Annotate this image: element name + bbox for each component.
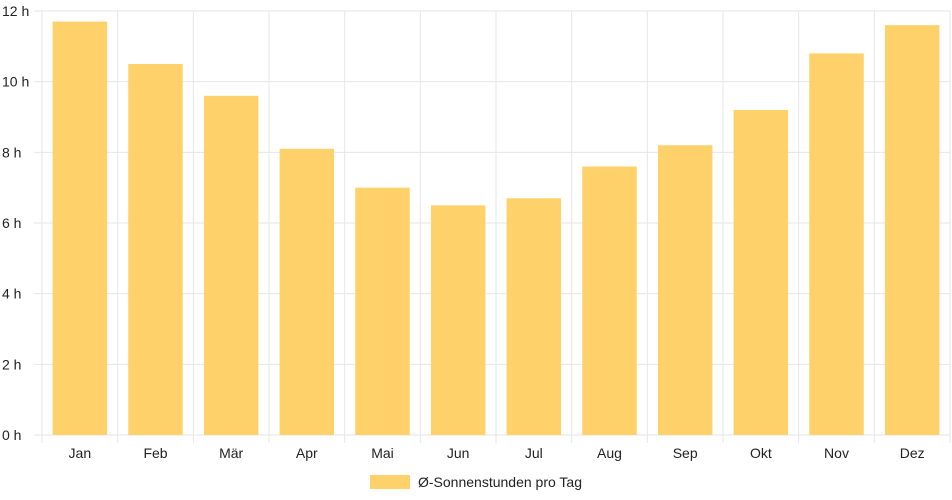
bar-apr — [279, 148, 335, 436]
x-tick-label: Feb — [143, 445, 167, 461]
x-tick-label: Dez — [900, 445, 925, 461]
bar-sep — [657, 145, 713, 435]
x-tick-label: Jul — [525, 445, 543, 461]
y-tick-label: 6 h — [2, 215, 21, 231]
y-tick-label: 0 h — [2, 427, 21, 443]
bar-okt — [733, 109, 789, 435]
bar-dez — [884, 25, 940, 436]
x-tick-label: Mai — [371, 445, 394, 461]
bar-jan — [52, 21, 108, 435]
x-tick-label: Okt — [750, 445, 772, 461]
y-tick-label: 10 h — [2, 74, 29, 90]
bar-feb — [128, 64, 183, 435]
y-tick-label: 12 h — [2, 3, 29, 19]
bar-jul — [506, 198, 562, 435]
x-tick-label: Jun — [447, 445, 470, 461]
x-tick-label: Jan — [69, 445, 92, 461]
bar-nov — [809, 53, 864, 436]
bar-jun — [430, 205, 486, 435]
x-tick-label: Sep — [673, 445, 698, 461]
x-tick-label: Apr — [296, 445, 318, 461]
legend-label: Ø-Sonnenstunden pro Tag — [418, 474, 582, 490]
y-tick-label: 4 h — [2, 286, 21, 302]
bar-aug — [582, 166, 637, 435]
bar-mai — [355, 187, 410, 435]
bar-mär — [203, 95, 259, 436]
x-tick-label: Mär — [219, 445, 243, 461]
y-tick-label: 8 h — [2, 144, 21, 160]
legend-swatch — [370, 475, 411, 489]
y-tick-label: 2 h — [2, 356, 21, 372]
x-tick-label: Aug — [597, 445, 622, 461]
x-tick-label: Nov — [824, 445, 849, 461]
